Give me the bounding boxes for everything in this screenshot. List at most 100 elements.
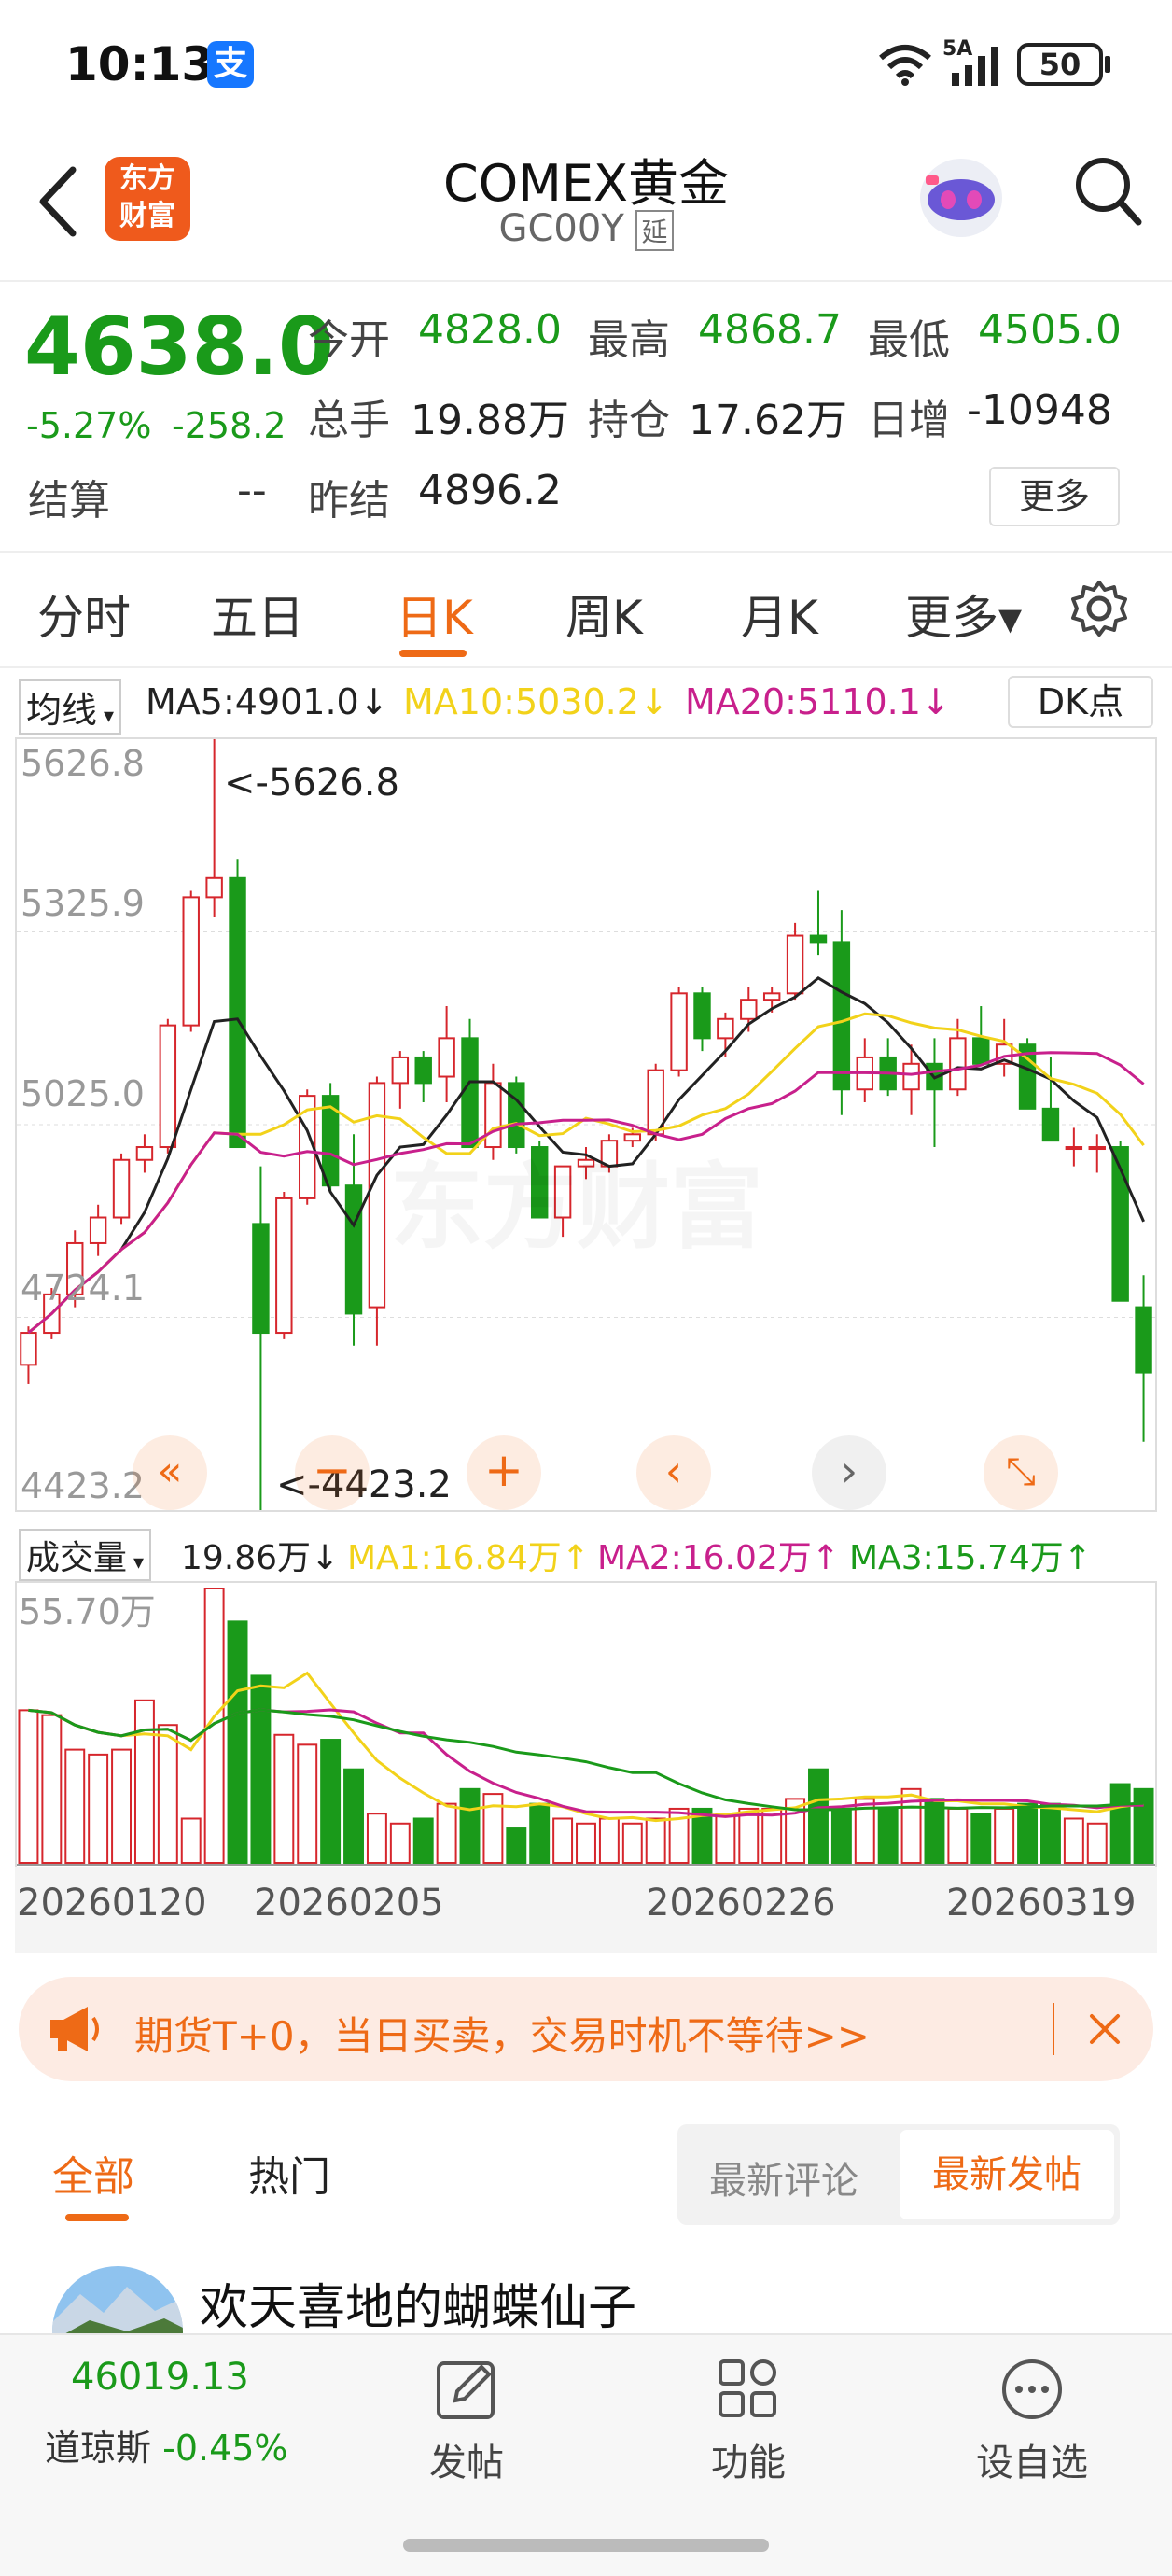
alipay-icon: 支: [207, 41, 254, 88]
candle-body: [20, 1332, 37, 1366]
high-value: 4868.7: [698, 306, 842, 354]
volume-bar: [645, 1817, 666, 1865]
volume-chart: 55.70万: [15, 1581, 1157, 1867]
daily-increase-value: -10948: [967, 386, 1112, 434]
back-arrow-icon[interactable]: [35, 164, 82, 239]
open-interest-value: 17.62万: [689, 397, 847, 444]
open-interest-label: 持仓: [588, 397, 670, 444]
page-title: COMEX黄金: [443, 154, 729, 213]
close-icon[interactable]: [1088, 2012, 1122, 2046]
volume-bar: [1133, 1787, 1154, 1864]
candle-body: [1111, 1146, 1129, 1302]
tab-monthly-k[interactable]: 月K: [741, 591, 818, 645]
quote-panel: 4638.0 -5.27% -258.2 今开 4828.0 最高 4868.7…: [0, 282, 1172, 553]
post-button[interactable]: 发帖: [373, 2335, 560, 2486]
candle-body: [1065, 1146, 1083, 1151]
vol-ma1-line: [28, 1671, 1144, 1823]
ma-selector[interactable]: 均线 ▾: [19, 679, 122, 735]
volume-bar: [203, 1588, 225, 1864]
volume-current-text: 19.86万: [181, 1539, 312, 1577]
gear-icon[interactable]: [1069, 579, 1129, 638]
zoom-in-button[interactable]: +: [467, 1435, 541, 1510]
max-price-marker: <-5626.8: [224, 762, 399, 805]
network-type-label: 5A: [942, 37, 973, 61]
open-value: 4828.0: [418, 306, 562, 354]
open-label: 今开: [308, 316, 390, 364]
sort-latest-posts[interactable]: 最新发帖: [900, 2130, 1114, 2219]
tab-daily-k[interactable]: 日K: [396, 591, 473, 645]
tab-weekly-k[interactable]: 周K: [565, 591, 643, 645]
promo-banner[interactable]: 期货T+0，当日买卖，交易时机不等待>>: [19, 1977, 1153, 2081]
index-ticker[interactable]: 道琼斯 -0.45%: [45, 2419, 288, 2471]
functions-button[interactable]: 功能: [655, 2335, 842, 2486]
volume-svg: [17, 1588, 1155, 1866]
candle-body: [438, 1037, 455, 1078]
comments-tab-all[interactable]: 全部: [52, 2153, 134, 2201]
fullscreen-icon[interactable]: ⤡: [984, 1435, 1058, 1510]
add-watchlist-button[interactable]: 设自选: [939, 2335, 1125, 2486]
post-username[interactable]: 欢天喜地的蝴蝶仙子: [200, 2280, 637, 2336]
volume-bar: [459, 1787, 481, 1864]
candle-body: [112, 1158, 131, 1219]
candle-body: [670, 992, 688, 1071]
y-label-4: 4724.1: [21, 1267, 145, 1309]
volume-max-label: 55.70万: [19, 1583, 156, 1634]
candle-body: [1088, 1146, 1106, 1151]
candle-body: [391, 1056, 410, 1085]
volume-bar: [366, 1813, 387, 1865]
volume-bar: [924, 1798, 945, 1864]
candle-body: [508, 1082, 525, 1149]
tab-five-day[interactable]: 五日: [211, 591, 304, 645]
vol-ma2: MA2:16.02万↑: [597, 1539, 840, 1577]
candle-body: [693, 992, 711, 1040]
tab-intraday[interactable]: 分时: [37, 591, 131, 645]
ma10-value: MA10:5030.2↓: [403, 681, 669, 722]
volume-bar: [157, 1724, 178, 1864]
candle-body: [577, 1158, 595, 1168]
volume-bar: [668, 1807, 690, 1865]
user-avatar[interactable]: [52, 2266, 183, 2335]
index-value[interactable]: 46019.13: [71, 2356, 249, 2399]
logo-text-2: 财富: [119, 200, 175, 232]
scroll-left-button[interactable]: ‹: [636, 1435, 711, 1510]
volume-bar: [576, 1822, 596, 1864]
volume-bar: [273, 1733, 295, 1864]
prev-settle-value: 4896.2: [418, 467, 562, 514]
volume-bar: [250, 1674, 272, 1864]
change-percent: -5.27%: [26, 405, 152, 446]
volume-selector[interactable]: 成交量 ▾: [19, 1529, 152, 1581]
candle-body: [762, 992, 781, 1001]
sort-latest-comments[interactable]: 最新评论: [709, 2160, 858, 2203]
volume-bar: [320, 1739, 342, 1864]
zoom-out-button[interactable]: −: [295, 1435, 370, 1510]
volume-bar: [389, 1822, 411, 1864]
candle-body: [809, 934, 828, 944]
scroll-far-left-button[interactable]: «: [133, 1435, 207, 1510]
contract-code: GC00Y 延: [353, 207, 819, 251]
low-label: 最低: [868, 316, 950, 364]
vol-ma3: MA3:15.74万↑: [849, 1539, 1092, 1577]
more-button[interactable]: 更多: [989, 467, 1120, 526]
period-tabs: 分时 五日 日K 周K 月K 更多▾: [0, 553, 1172, 668]
comments-tab-hot[interactable]: 热门: [248, 2153, 330, 2201]
scroll-right-button[interactable]: ›: [812, 1435, 886, 1510]
candle-body: [717, 1017, 734, 1040]
volume-bar: [552, 1817, 574, 1865]
daily-increase-label: 日增: [868, 397, 950, 444]
delay-badge: 延: [635, 210, 674, 251]
candle-body: [368, 1082, 386, 1309]
dk-point-button[interactable]: DK点: [1008, 676, 1153, 728]
index-name: 道琼斯: [45, 2428, 152, 2469]
volume-bar: [877, 1807, 899, 1865]
tab-more[interactable]: 更多▾: [905, 591, 1023, 645]
robot-assistant-icon[interactable]: [913, 149, 1010, 246]
add-watchlist-label: 设自选: [976, 2442, 1088, 2485]
ma10-text: MA10:5030.2: [403, 681, 639, 722]
promo-divider: [1053, 2003, 1054, 2055]
volume-bar: [506, 1827, 527, 1864]
search-icon[interactable]: [1071, 151, 1146, 235]
sort-toggle: 最新评论 最新发帖: [677, 2124, 1120, 2225]
candle-body: [275, 1197, 293, 1335]
volume-bar: [715, 1813, 736, 1865]
